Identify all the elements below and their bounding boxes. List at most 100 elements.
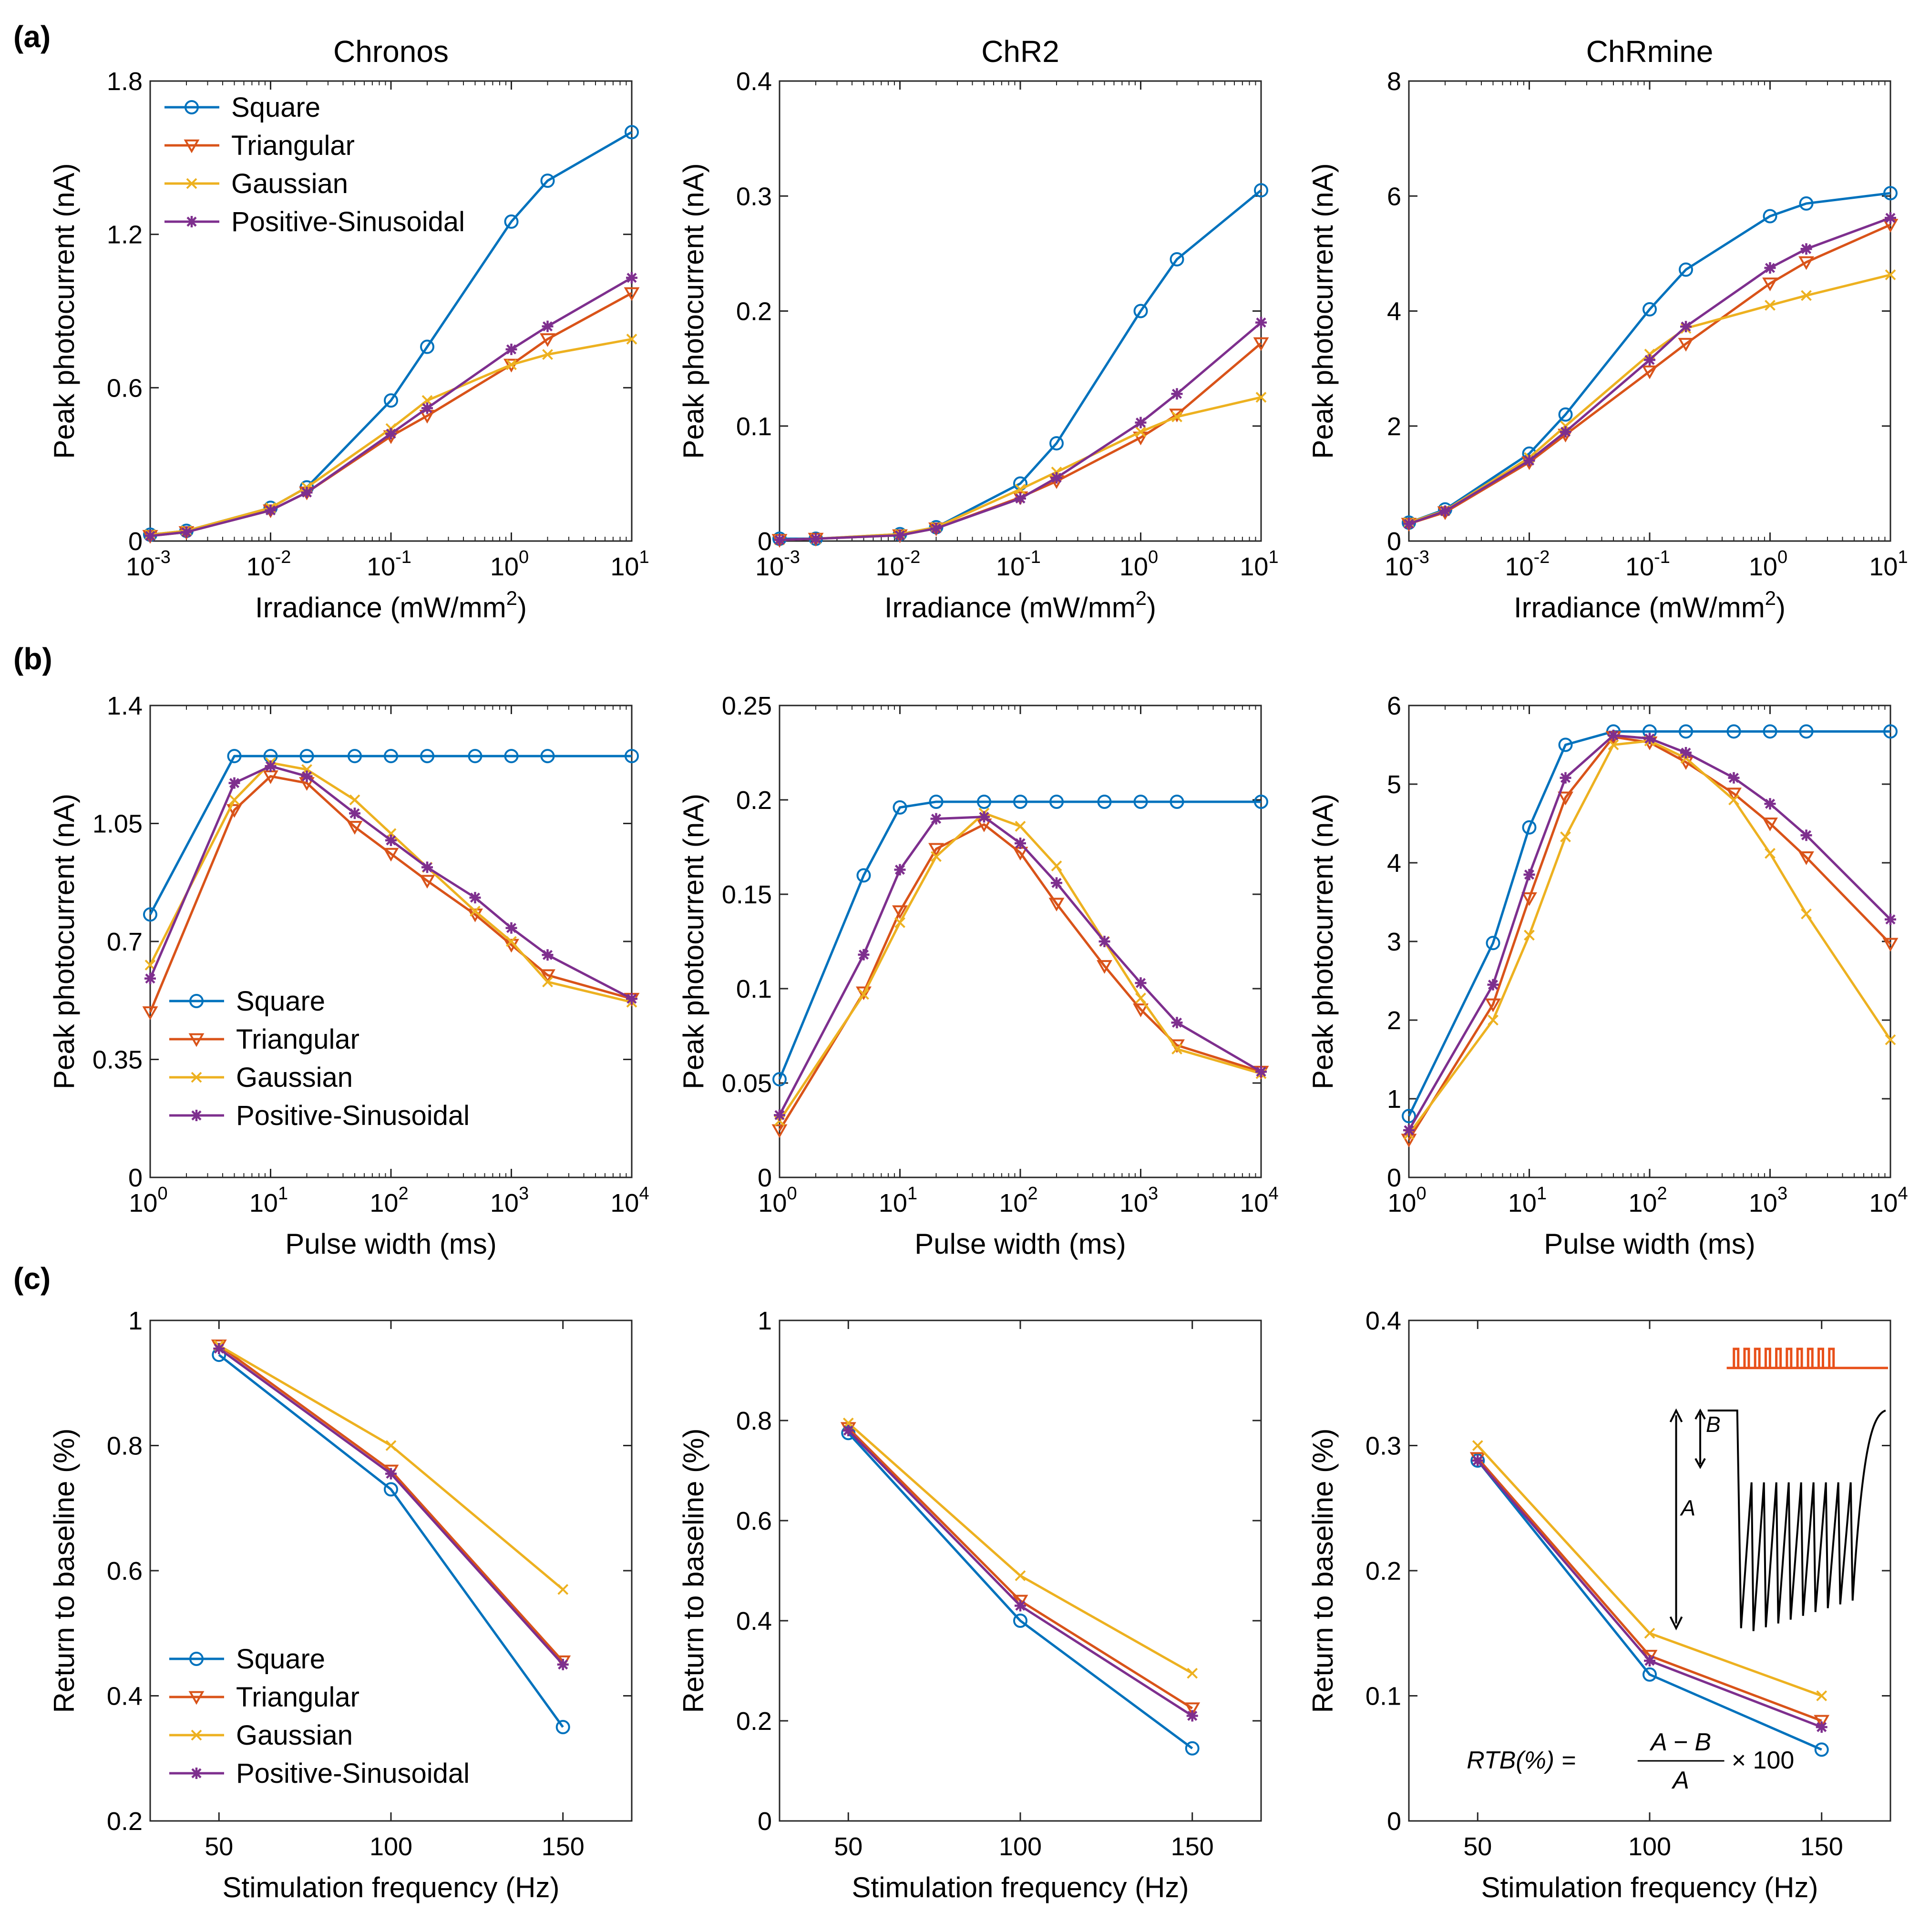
data-point-square	[1726, 724, 1741, 739]
data-point-positive-sinusoidal	[626, 993, 637, 1005]
y-tick-label: 5	[1387, 770, 1401, 799]
x-tick-label: 102	[370, 1184, 408, 1217]
inset-schematic: A B RTB(%) = A − B A × 100	[1467, 1348, 1888, 1794]
data-point-positive-sinusoidal	[1171, 388, 1183, 400]
data-point-positive-sinusoidal	[626, 272, 637, 284]
legend-marker	[186, 216, 197, 227]
data-point-positive-sinusoidal	[842, 1425, 854, 1436]
data-point-square	[1133, 304, 1148, 318]
data-point-triangular	[892, 905, 908, 920]
plot-area-b3	[1408, 705, 1891, 1178]
inset-arrow-a-heads	[1669, 1408, 1683, 1631]
panel-label-b: (b)	[13, 642, 52, 676]
data-point-square	[384, 749, 398, 764]
data-point-gaussian	[1801, 290, 1812, 301]
data-point-gaussian	[542, 349, 553, 360]
legend-label: Positive-Sinusoidal	[236, 1100, 470, 1131]
chart-b2: 100 101 102 103 104 0 0.05 0.1 0.15 0.2 0.25 Pulse …	[678, 692, 1279, 1260]
data-point-positive-sinusoidal	[1560, 772, 1571, 784]
data-point-triangular	[1798, 256, 1814, 270]
series-line-square	[218, 1354, 564, 1728]
x-tick-label: 10-2	[876, 547, 921, 581]
legend: Square Triangular Gaussian Positive-Sinusoi…	[164, 92, 465, 237]
y-tick-label: 6	[1387, 692, 1401, 720]
data-point-triangular	[1726, 787, 1742, 802]
x-tick-label: 104	[1240, 1184, 1278, 1217]
data-point-positive-sinusoidal	[1800, 829, 1812, 841]
x-tick-label: 10-1	[1625, 547, 1670, 581]
y-tick-label: 4	[1387, 849, 1401, 878]
data-point-positive-sinusoidal	[1885, 913, 1896, 925]
inset-formula-numerator: A − B	[1649, 1728, 1711, 1756]
plot-area-c3	[1408, 1319, 1891, 1822]
y-tick-label: 0.3	[736, 182, 772, 211]
data-point-square	[1643, 1667, 1657, 1682]
chart-a1: 10-3 10-2 10-1 100 101 0 0.6 1.2 1.8 Irradiance (…	[48, 34, 649, 624]
data-point-triangular	[1882, 938, 1899, 952]
data-point-square	[540, 749, 555, 764]
data-point-square	[1133, 794, 1148, 809]
data-point-gaussian	[1255, 392, 1267, 403]
x-tick-label: 10-1	[996, 547, 1041, 581]
legend-marker	[191, 1768, 202, 1779]
x-tick-label: 10-2	[1505, 547, 1550, 581]
data-point-gaussian	[1135, 992, 1146, 1004]
data-point-square	[1402, 1109, 1416, 1124]
data-point-triangular	[1762, 818, 1778, 831]
data-point-positive-sinusoidal	[265, 504, 277, 516]
data-point-triangular	[1184, 1702, 1201, 1717]
data-point-positive-sinusoidal	[1098, 936, 1110, 947]
y-axis-label: Peak photocurrent (nA)	[1307, 163, 1339, 459]
chart-title: ChRmine	[1586, 34, 1714, 69]
legend-marker	[184, 139, 200, 153]
data-point-square	[143, 907, 157, 922]
legend-label: Square	[231, 92, 320, 123]
data-point-positive-sinusoidal	[385, 1468, 397, 1480]
data-point-triangular	[624, 287, 640, 301]
inset-pulse-train	[1733, 1348, 1835, 1368]
data-point-square	[1883, 186, 1898, 201]
legend-marker	[186, 178, 197, 189]
y-tick-label: 2	[1387, 1006, 1401, 1035]
data-point-square	[1486, 936, 1500, 951]
legend-marker	[189, 994, 204, 1008]
data-point-square	[1763, 209, 1777, 224]
data-point-square	[772, 1072, 787, 1087]
x-tick-label: 100	[1119, 547, 1158, 581]
plot-area-b1	[149, 705, 633, 1178]
data-point-positive-sinusoidal	[1680, 747, 1692, 758]
data-point-square	[1254, 183, 1268, 198]
data-point-square	[1643, 302, 1657, 317]
legend-marker	[191, 1072, 202, 1083]
legend-label: Gaussian	[231, 168, 348, 199]
data-point-positive-sinusoidal	[469, 892, 481, 904]
data-point-positive-sinusoidal	[228, 777, 240, 789]
legend-marker	[191, 1110, 202, 1121]
data-point-square	[1013, 794, 1027, 809]
data-point-gaussian	[1765, 848, 1776, 859]
data-point-triangular	[856, 986, 872, 1001]
legend-marker	[185, 100, 199, 114]
data-point-square	[1799, 196, 1814, 211]
data-point-square	[625, 749, 639, 764]
series-line-square	[778, 800, 1261, 1080]
legend-marker	[189, 1652, 204, 1666]
y-tick-label: 0.2	[1365, 1557, 1401, 1585]
data-point-square	[504, 749, 519, 764]
series-line-square	[847, 1432, 1193, 1749]
data-point-gaussian	[1171, 1043, 1182, 1055]
series-line-square	[1408, 192, 1891, 524]
data-point-gaussian	[1015, 821, 1026, 832]
data-point-square	[1558, 407, 1573, 422]
y-axis-label: Peak photocurrent (nA)	[678, 794, 709, 1089]
data-point-triangular	[540, 969, 555, 983]
data-point-gaussian	[506, 936, 517, 947]
data-point-positive-sinusoidal	[1051, 877, 1063, 889]
y-tick-label: 0	[1387, 1807, 1401, 1836]
data-point-gaussian	[1885, 269, 1896, 280]
y-tick-label: 2	[1387, 412, 1401, 441]
data-point-positive-sinusoidal	[894, 529, 906, 541]
data-point-positive-sinusoidal	[1816, 1721, 1827, 1733]
data-point-positive-sinusoidal	[542, 320, 554, 332]
data-point-positive-sinusoidal	[1764, 262, 1776, 274]
